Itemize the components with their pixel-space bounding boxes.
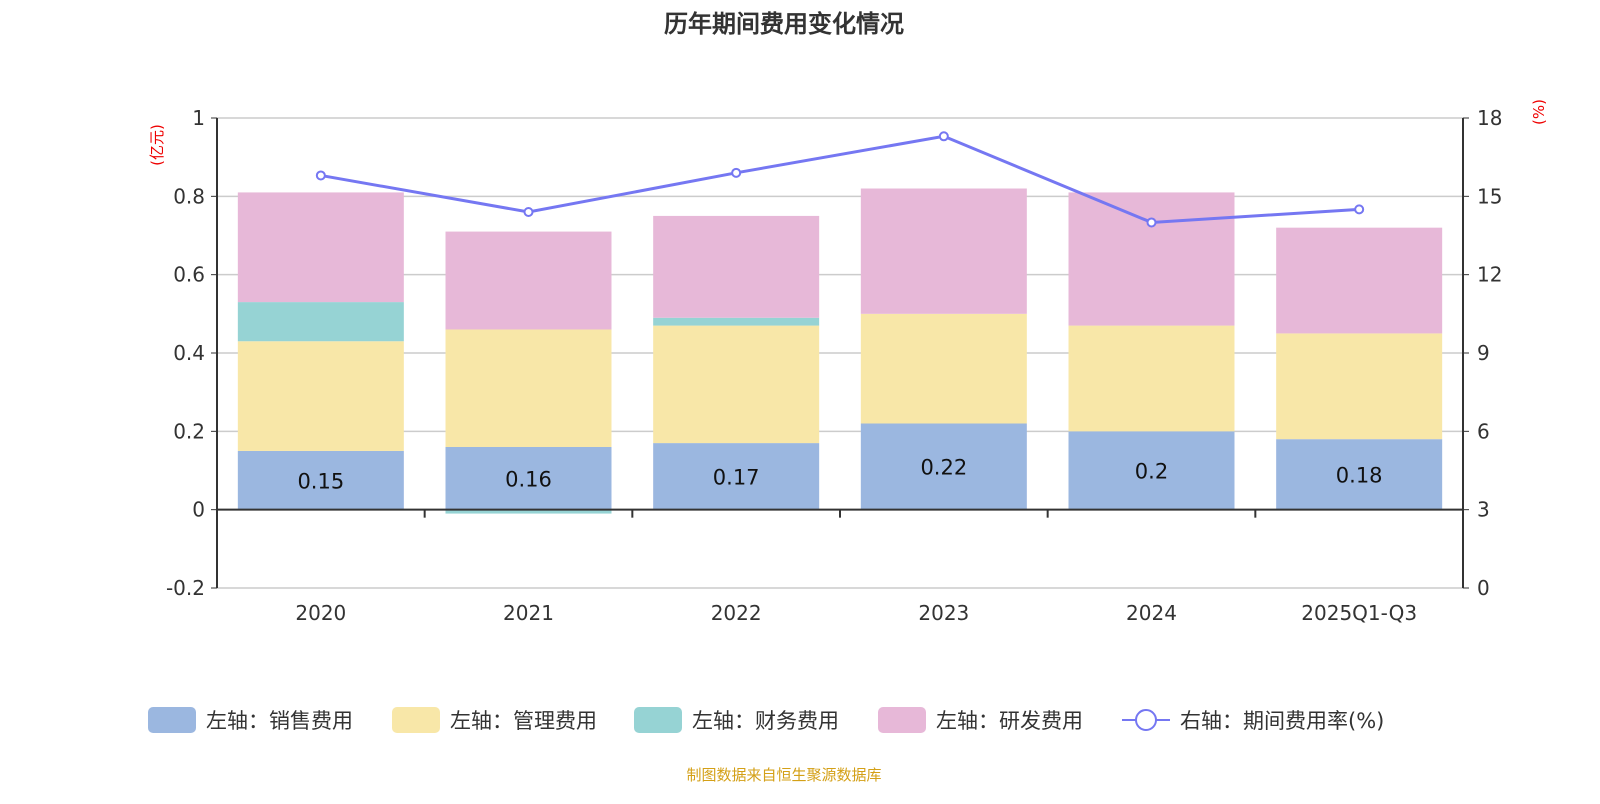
x-tick-label: 2023 xyxy=(918,601,969,625)
right-tick-label: 3 xyxy=(1477,498,1490,522)
legend-label: 左轴：财务费用 xyxy=(692,709,839,733)
right-tick-label: 18 xyxy=(1477,106,1502,130)
rate-point xyxy=(731,167,742,178)
right-axis-unit: (%) xyxy=(1530,99,1548,125)
rate-point xyxy=(1146,217,1157,228)
legend-label: 右轴：期间费用率(%) xyxy=(1180,709,1384,733)
legend-label: 左轴：管理费用 xyxy=(450,709,597,733)
bar-segment xyxy=(1068,325,1235,432)
left-tick-label: 0.4 xyxy=(173,341,205,365)
right-tick-label: 6 xyxy=(1477,419,1490,443)
bar-segment xyxy=(1276,227,1443,334)
x-tick-label: 2021 xyxy=(503,601,554,625)
bar-segment xyxy=(445,447,612,510)
right-tick-label: 0 xyxy=(1477,576,1490,600)
bar-segment xyxy=(1068,192,1235,326)
bar-data-label: 0.15 xyxy=(297,469,344,493)
left-tick-label: 0 xyxy=(192,498,205,522)
legend-label: 左轴：销售费用 xyxy=(206,709,353,733)
bar-segment xyxy=(237,450,404,510)
x-tick-label: 2024 xyxy=(1126,601,1177,625)
bar-segment xyxy=(653,443,820,510)
bar-segment xyxy=(653,317,820,326)
bar-data-label: 0.17 xyxy=(713,465,760,489)
rate-point xyxy=(523,207,534,217)
bar-segment xyxy=(1068,431,1235,510)
bar-segment xyxy=(237,192,404,303)
bar-segment xyxy=(445,329,612,447)
bar-segment xyxy=(860,423,1027,510)
left-tick-label: -0.2 xyxy=(166,576,205,600)
chart-title: 历年期间费用变化情况 xyxy=(664,10,904,38)
bar-segment xyxy=(445,231,612,330)
right-tick-label: 12 xyxy=(1477,263,1502,287)
bar-segment xyxy=(860,188,1027,314)
right-tick-label: 9 xyxy=(1477,341,1490,365)
rate-point xyxy=(1354,204,1365,215)
rate-point xyxy=(315,170,326,181)
bar-segment xyxy=(1276,439,1443,510)
left-tick-label: 0.6 xyxy=(173,263,205,287)
rate-line-path xyxy=(320,134,1360,224)
bar-data-label: 0.18 xyxy=(1336,463,1383,487)
axes: 1 18 0.8 15 0.6 12 0.4 9 0.2 6 0 3 -0.2 0 2020 2021 2022… xyxy=(166,106,1502,625)
bar-data-label: 0.2 xyxy=(1135,460,1168,484)
x-tick-label: 2020 xyxy=(295,601,346,625)
rate-line xyxy=(315,131,1365,228)
footer-source: 制图数据来自恒生聚源数据库 xyxy=(686,766,881,784)
legend: 左轴：销售费用 左轴：管理费用 左轴：财务费用 左轴：研发费用 右轴：期间费用率(%) xyxy=(148,707,1384,733)
right-tick-label: 15 xyxy=(1477,184,1502,208)
legend-swatch xyxy=(634,707,682,733)
legend-swatch xyxy=(148,707,196,733)
left-tick-label: 0.8 xyxy=(173,184,205,208)
left-axis-unit: (亿元) xyxy=(148,124,166,166)
left-tick-label: 1 xyxy=(192,106,205,130)
bars: 0.15 0.16 0.17 0.22 0.2 0.18 xyxy=(237,188,1443,514)
bar-segment xyxy=(653,325,820,444)
x-tick-label: 2025Q1-Q3 xyxy=(1301,601,1417,625)
x-tick-label: 2022 xyxy=(711,601,762,625)
bar-segment xyxy=(445,509,612,514)
bar-segment xyxy=(237,302,404,342)
legend-label: 左轴：研发费用 xyxy=(936,709,1083,733)
left-tick-label: 0.2 xyxy=(173,419,205,443)
legend-marker xyxy=(1135,709,1157,731)
bar-segment xyxy=(860,313,1027,424)
bar-segment xyxy=(237,341,404,451)
legend-swatch xyxy=(878,707,926,733)
bar-segment xyxy=(1276,333,1443,440)
legend-swatch xyxy=(392,707,440,733)
bar-data-label: 0.16 xyxy=(505,467,552,491)
bar-segment xyxy=(653,215,820,318)
rate-point xyxy=(938,131,949,142)
bar-data-label: 0.22 xyxy=(920,456,967,480)
